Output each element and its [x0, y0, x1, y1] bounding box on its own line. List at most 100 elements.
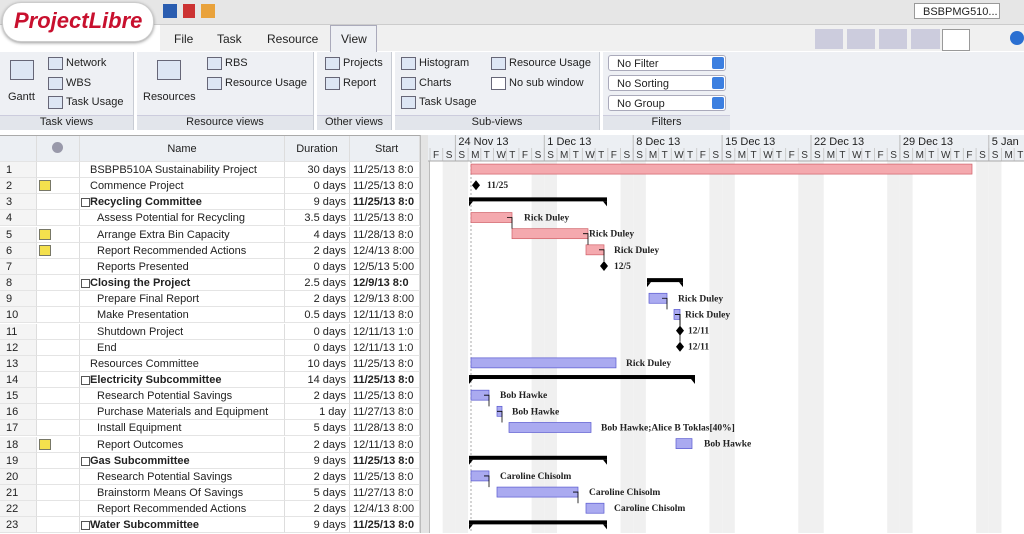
menu-file[interactable]: File: [174, 32, 194, 46]
indicator-cell: [37, 242, 80, 259]
weekend-shade: [531, 161, 545, 533]
row-number: 17: [0, 420, 37, 437]
toolbar-box[interactable]: [942, 29, 970, 51]
help-icon[interactable]: [1010, 31, 1024, 45]
day-letter: T: [954, 150, 960, 161]
bar-label: Bob Hawke;Alice B Toklas[40%]: [601, 423, 735, 433]
task-usage-button[interactable]: Task Usage: [66, 96, 124, 108]
task-name: Make Presentation: [80, 307, 285, 324]
no-sub-window-button[interactable]: No sub window: [509, 77, 584, 89]
gantt-icon[interactable]: [10, 60, 34, 80]
duration: 2 days: [285, 291, 350, 308]
day-letter: S: [992, 150, 999, 161]
resources-button[interactable]: Resources: [143, 91, 196, 103]
bar-label: 12/11: [688, 327, 709, 337]
indicator-cell: [37, 517, 80, 534]
note-icon[interactable]: [39, 244, 51, 256]
indicator-cell: [37, 485, 80, 501]
gantt-button[interactable]: Gantt: [8, 91, 35, 103]
duration: 2 days: [285, 468, 350, 485]
duration: 5 days: [285, 420, 350, 437]
icon: [48, 77, 63, 90]
toolbar-icons[interactable]: [815, 29, 940, 49]
dependency-link: [497, 410, 503, 423]
note-icon[interactable]: [39, 438, 51, 450]
task-bar: [496, 486, 579, 498]
group-select[interactable]: No Group: [608, 95, 726, 111]
charts-button[interactable]: Charts: [419, 77, 452, 89]
sorting-select[interactable]: No Sorting: [608, 75, 726, 91]
view-tab[interactable]: [330, 25, 377, 53]
day-letter: T: [573, 150, 579, 161]
task-name: Reports Presented: [80, 258, 285, 275]
task-table: Name Duration Start 1 BSBPB510A Sustainab…: [0, 135, 420, 534]
collapse-toggle[interactable]: [81, 456, 90, 466]
note-icon[interactable]: [39, 180, 51, 192]
timeline-header: [428, 135, 1024, 161]
collapse-toggle[interactable]: [81, 375, 90, 385]
wbs-button[interactable]: WBS: [66, 77, 92, 89]
splitter[interactable]: [420, 135, 430, 533]
row-number: 1: [0, 162, 37, 178]
resource-usage-sub-button[interactable]: Resource Usage: [509, 57, 591, 69]
summary-bar: [469, 197, 607, 202]
rbs-button[interactable]: RBS: [225, 57, 248, 69]
bar-label: 12/11: [688, 343, 709, 353]
resources-icon[interactable]: [157, 60, 181, 80]
milestone: [472, 180, 480, 191]
menu-task[interactable]: Task: [217, 32, 242, 46]
note-icon[interactable]: [39, 228, 51, 240]
day-letter: S: [712, 150, 719, 161]
collapse-toggle[interactable]: [81, 521, 90, 531]
dependency-link: [484, 394, 490, 407]
task-name: Report Recommended Actions: [80, 242, 285, 259]
start: 11/25/13 8:0: [350, 468, 420, 485]
collapse-toggle[interactable]: [81, 279, 90, 289]
day-letter: T: [1017, 150, 1023, 161]
week-label: 15 Dec 13: [725, 136, 775, 148]
indicator-cell: [37, 162, 80, 178]
report-button[interactable]: Report: [343, 77, 377, 89]
logo-badge: [2, 2, 154, 42]
network-button[interactable]: Network: [66, 57, 107, 69]
task-usage-sub-button[interactable]: Task Usage: [419, 96, 477, 108]
day-letter: S: [725, 150, 732, 161]
row-number: 19: [0, 452, 37, 469]
resource-usage-button[interactable]: Resource Usage: [225, 77, 307, 89]
day-letter: F: [700, 150, 706, 161]
row-number: 2: [0, 178, 37, 195]
icon: [48, 57, 63, 70]
indicator-cell: [37, 323, 80, 340]
indicator-cell: [37, 275, 80, 292]
logo: ProjectLibre: [14, 8, 143, 33]
indicator-cell: [37, 452, 80, 469]
day-letter: T: [865, 150, 871, 161]
weekend-shade: [811, 161, 824, 533]
day-letter: T: [839, 150, 845, 161]
group-label: Sub-views: [395, 115, 599, 130]
summary-name: Electricity Subcommittee: [80, 371, 285, 388]
indicator-cell: [37, 501, 80, 518]
task-bar: [470, 212, 513, 223]
icon: [325, 77, 340, 90]
filter-select[interactable]: No Filter: [608, 55, 726, 71]
day-letter: W: [852, 150, 862, 161]
icon: [48, 96, 63, 109]
bar-label: Rick Duley: [685, 310, 730, 320]
projects-button[interactable]: Projects: [343, 57, 383, 69]
indicator-cell: [37, 388, 80, 405]
bar-label: Bob Hawke: [500, 391, 547, 401]
bar-label: Bob Hawke: [512, 407, 559, 417]
histogram-button[interactable]: Histogram: [419, 57, 470, 69]
indicator-cell: [37, 307, 80, 324]
menu-view[interactable]: View: [341, 32, 367, 46]
row-number: 22: [0, 501, 37, 518]
weekend-shade: [709, 161, 723, 533]
project-dropdown[interactable]: BSBPMG510...: [914, 3, 1000, 19]
day-letter: W: [497, 150, 507, 161]
menu-resource[interactable]: Resource: [267, 32, 319, 46]
collapse-toggle[interactable]: [81, 198, 90, 208]
project-bar: [470, 163, 973, 175]
summary-name: Closing the Project: [80, 275, 285, 292]
